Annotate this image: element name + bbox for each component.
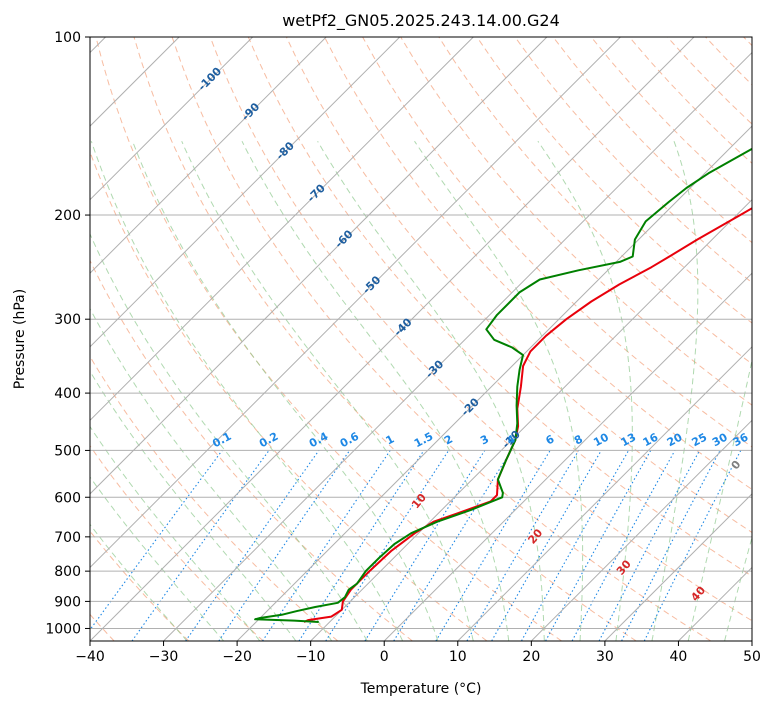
x-tick-label: −30: [149, 649, 179, 665]
y-tick-label: 600: [54, 490, 81, 506]
mixing-ratio-label: 16: [641, 430, 661, 449]
mixing-ratio-label: 13: [619, 431, 639, 450]
y-tick-label: 700: [54, 530, 81, 546]
mixing-ratio-line: [643, 450, 742, 641]
x-tick-label: 10: [449, 649, 467, 665]
x-axis-label: Temperature (°C): [360, 681, 482, 697]
x-tick-label: 50: [743, 649, 761, 665]
mixing-ratio-line: [185, 450, 320, 641]
isotherm-line: [236, 125, 752, 641]
x-axis-ticks: −40 −30 −20 −10 0 10 20 30 40 50: [75, 641, 761, 665]
dry-adiabat-line: [133, 37, 637, 641]
profile-series: [254, 147, 752, 623]
isobars: [90, 37, 752, 629]
mixing-ratio-line: [90, 450, 223, 631]
plot-frame: [89, 36, 753, 642]
mixing-ratio-line: [218, 450, 351, 641]
dry-adiabat-line: [209, 37, 752, 622]
dry-adiabat-line: [514, 37, 752, 284]
mixing-ratio-label: 36: [731, 430, 751, 449]
isotherms: [90, 37, 752, 641]
y-axis-ticks: 100 200 300 400 500 600 700 800 900 1000: [45, 30, 90, 637]
temperature-line: [303, 207, 752, 623]
isotherm-line: [90, 37, 695, 641]
isotherm-line: [90, 37, 401, 348]
isotherm-line: [90, 37, 327, 274]
isotherm-line: [90, 37, 474, 422]
isotherm-line: [163, 51, 752, 641]
isotherm-line: [604, 493, 752, 641]
mixing-ratio-line: [262, 450, 391, 641]
dry-adiabat-line: [90, 259, 413, 641]
dry-adiabat-line: [324, 37, 752, 490]
y-tick-label: 400: [54, 386, 81, 402]
y-tick-label: 800: [54, 564, 81, 580]
dry-adiabat-line: [247, 37, 752, 577]
isotherm-line: [457, 346, 752, 641]
y-tick-label: 900: [54, 594, 81, 610]
chart-title: wetPf2_GN05.2025.243.14.00.G24: [282, 11, 560, 31]
plot-area: [90, 37, 752, 641]
dewpoint-line: [254, 147, 752, 623]
isotherm-line: [310, 198, 752, 641]
isotherm-line: [383, 272, 752, 641]
mixing-ratio-line: [393, 450, 512, 641]
mixing-ratio-line: [521, 450, 630, 641]
dry-adiabat-line: [285, 37, 752, 534]
dry-adiabat-line: [90, 355, 339, 641]
dry-adiabats: [90, 37, 752, 641]
x-tick-label: 0: [380, 649, 389, 665]
y-tick-label: 100: [54, 30, 81, 46]
mixing-ratio-line: [545, 450, 652, 641]
x-tick-label: −20: [222, 649, 252, 665]
x-tick-label: 40: [670, 649, 688, 665]
isotherm-line: [530, 419, 752, 641]
isotherm-line: [90, 37, 621, 569]
mixing-ratio-label: 25: [690, 431, 710, 450]
dry-adiabat-line: [171, 37, 712, 641]
plot-background: [90, 37, 752, 641]
y-tick-label: 200: [54, 208, 81, 224]
dry-adiabat-line: [95, 37, 562, 641]
y-axis-label: Pressure (hPa): [12, 289, 28, 389]
y-tick-label: 300: [54, 312, 81, 328]
x-tick-label: 30: [596, 649, 614, 665]
isotherm-line: [751, 640, 752, 641]
mixing-ratio-line: [571, 450, 676, 641]
isotherm-line: [90, 37, 254, 201]
isotherm-line: [90, 37, 548, 495]
x-tick-label: −40: [75, 649, 105, 665]
y-tick-label: 1000: [45, 621, 81, 637]
y-tick-label: 500: [54, 443, 81, 459]
mixing-ratio-line: [298, 450, 425, 641]
mixing-ratio-label: 10: [591, 430, 611, 449]
dry-adiabat-line: [90, 444, 264, 641]
mixing-ratio-label: 30: [710, 430, 730, 449]
mixing-ratio-label: 20: [665, 430, 685, 449]
x-tick-label: −10: [296, 649, 326, 665]
x-tick-label: 20: [522, 649, 540, 665]
